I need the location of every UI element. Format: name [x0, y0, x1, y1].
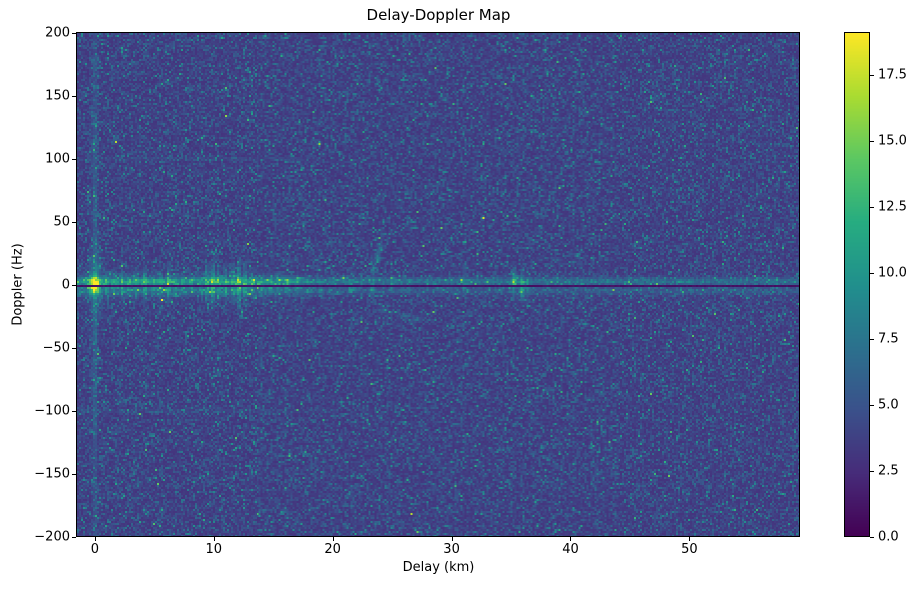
x-tick-mark [570, 537, 572, 541]
colorbar-tick-mark [870, 339, 874, 341]
colorbar-tick-mark [870, 207, 874, 209]
y-axis-label: Doppler (Hz) [10, 243, 26, 326]
x-tick-label: 40 [562, 542, 579, 557]
x-tick-label: 30 [443, 542, 460, 557]
y-tick-label: 0 [61, 277, 70, 293]
colorbar-tick-label: 10.0 [878, 265, 907, 281]
colorbar-tick-mark [870, 75, 874, 77]
x-tick-mark [213, 537, 215, 541]
x-tick-mark [332, 537, 334, 541]
y-tick-label: −200 [34, 529, 70, 545]
colorbar-tick-label: 7.5 [878, 331, 899, 347]
colorbar-tick-label: 15.0 [878, 133, 907, 149]
colorbar-tick-mark [870, 273, 874, 275]
y-tick-mark [72, 537, 76, 538]
y-tick-mark [72, 474, 76, 475]
y-tick-label: 150 [45, 88, 70, 104]
y-tick-mark [72, 285, 76, 286]
colorbar-tick-label: 0.0 [878, 529, 899, 545]
colorbar-tick-mark [870, 537, 874, 538]
y-tick-mark [72, 411, 76, 412]
x-tick-mark [689, 537, 691, 541]
y-tick-mark [72, 159, 76, 160]
y-tick-mark [72, 348, 76, 349]
colorbar-tick-mark [870, 471, 874, 473]
colorbar-tick-label: 2.5 [878, 463, 899, 479]
y-tick-mark [72, 33, 76, 34]
colorbar-tick-mark [870, 405, 874, 407]
colorbar-tick-mark [870, 141, 874, 143]
x-tick-label: 20 [324, 542, 341, 557]
x-axis-label: Delay (km) [402, 560, 475, 575]
y-tick-label: 50 [53, 214, 70, 230]
y-tick-label: 100 [45, 151, 70, 167]
x-tick-mark [451, 537, 453, 541]
y-tick-mark [72, 96, 76, 97]
y-tick-label: 200 [45, 25, 70, 41]
x-tick-mark [94, 537, 96, 541]
y-tick-label: −50 [42, 340, 70, 356]
y-tick-mark [72, 222, 76, 223]
x-tick-label: 50 [681, 542, 698, 557]
y-tick-label: −150 [34, 466, 70, 482]
y-tick-label: −100 [34, 403, 70, 419]
colorbar-tick-label: 17.5 [878, 67, 907, 83]
plot-title: Delay-Doppler Map [366, 6, 511, 24]
x-tick-label: 0 [90, 542, 99, 557]
x-tick-label: 10 [205, 542, 223, 557]
heatmap-canvas [77, 33, 800, 537]
colorbar-canvas [845, 33, 870, 537]
colorbar-tick-label: 5.0 [878, 397, 899, 413]
colorbar-tick-label: 12.5 [878, 199, 907, 215]
